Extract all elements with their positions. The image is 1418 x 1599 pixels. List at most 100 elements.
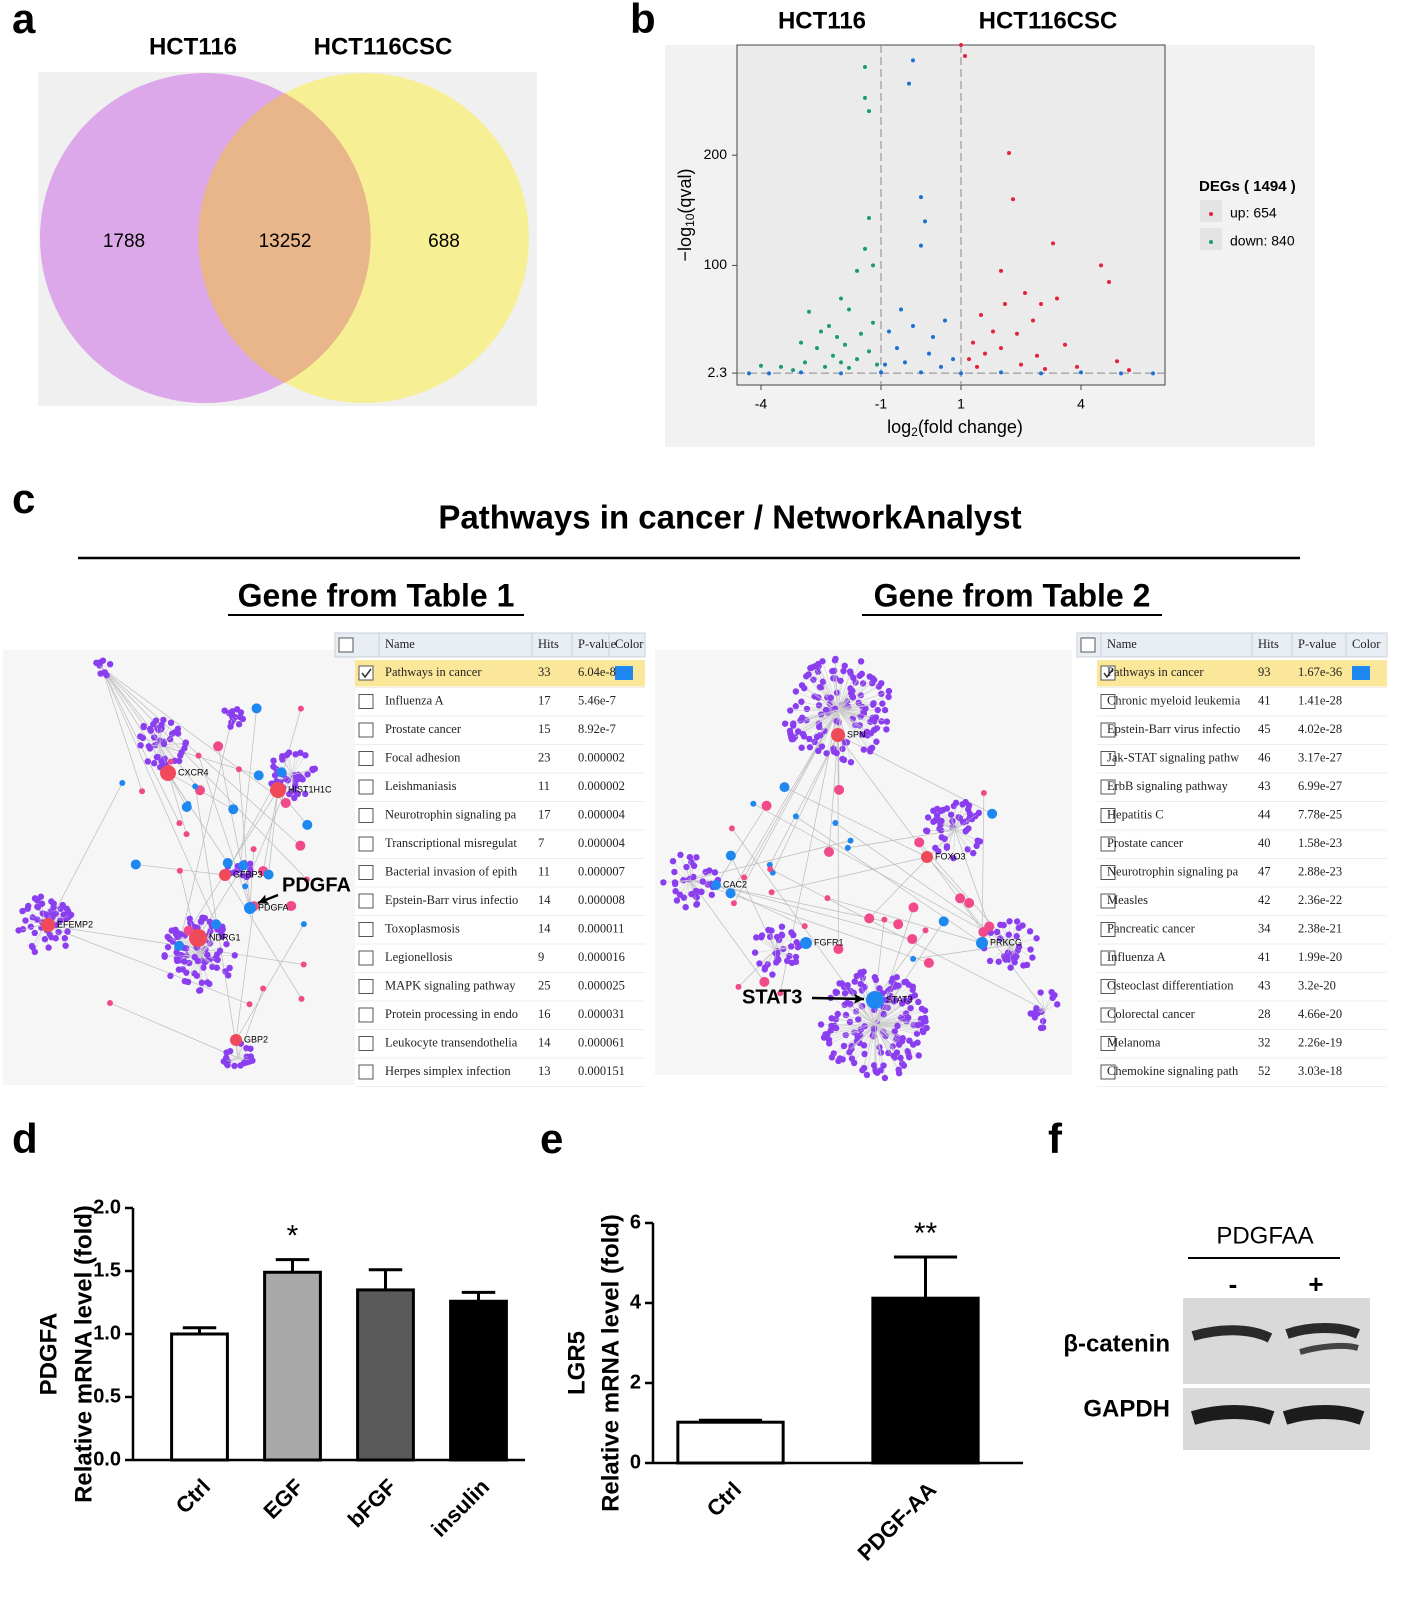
leaf-node [883, 726, 890, 733]
leaf-node [876, 985, 883, 992]
edge [101, 667, 143, 792]
leaf-node [943, 843, 951, 850]
point [839, 296, 843, 301]
leaf-node [158, 721, 165, 729]
edge [188, 789, 279, 931]
edge [831, 1018, 876, 1026]
leaf-node [950, 854, 957, 862]
table-row [1097, 973, 1387, 1000]
x-tick-label: 4 [1077, 396, 1085, 412]
table-cell: 0.000007 [578, 864, 625, 878]
leaf-node [214, 956, 221, 964]
row-checkbox[interactable] [358, 751, 374, 766]
point [863, 95, 867, 100]
row-checkbox[interactable] [358, 865, 374, 880]
node [238, 860, 249, 871]
row-checkbox[interactable] [1100, 865, 1116, 880]
leaf-node [55, 928, 62, 936]
table-cell: 8.92e-7 [578, 722, 616, 736]
leaf-node [270, 763, 277, 770]
row-checkbox[interactable] [1100, 665, 1116, 681]
leaf-node [915, 998, 922, 1006]
y-axis-label: PDGFA [35, 1313, 62, 1396]
edge [954, 829, 968, 850]
row-checkbox[interactable] [358, 893, 374, 909]
node [779, 782, 790, 793]
row-checkbox[interactable] [1100, 1007, 1116, 1023]
leaf-node [692, 887, 700, 895]
node [303, 876, 310, 883]
node [907, 934, 918, 945]
leaf-node [898, 1014, 905, 1021]
leaf-node [894, 1022, 901, 1030]
row-checkbox[interactable] [1100, 922, 1116, 937]
leaf-node [669, 857, 677, 865]
point [835, 335, 839, 340]
row-checkbox[interactable] [358, 1007, 374, 1023]
row-checkbox[interactable] [1100, 722, 1116, 738]
edge [983, 939, 1011, 946]
edge [18, 924, 46, 931]
row-checkbox[interactable] [358, 694, 374, 709]
check-mark [1103, 668, 1114, 679]
row-checkbox[interactable] [1100, 893, 1116, 909]
leaf-node [1015, 924, 1023, 932]
row-checkbox[interactable] [358, 979, 374, 994]
row-checkbox[interactable] [1100, 808, 1116, 823]
row-checkbox[interactable] [1100, 751, 1116, 766]
venn-count: 1788 [103, 231, 145, 252]
node [792, 813, 799, 820]
row-checkbox[interactable] [1100, 979, 1116, 994]
edge [795, 691, 839, 711]
row-checkbox[interactable] [1100, 779, 1116, 795]
row-checkbox[interactable] [358, 665, 374, 681]
edge [795, 816, 983, 944]
table-row [1097, 888, 1387, 915]
edge [874, 1024, 878, 1073]
node [893, 919, 904, 930]
leaf-node [906, 1037, 913, 1044]
leaf-node [1026, 928, 1034, 935]
row-checkbox[interactable] [358, 1036, 374, 1051]
table-cell: 0.000004 [578, 807, 626, 821]
point [999, 346, 1003, 351]
leaf-node [824, 1031, 831, 1038]
row-checkbox[interactable] [358, 950, 374, 966]
leaf-node [837, 677, 844, 684]
edge [289, 774, 293, 795]
row-checkbox[interactable] [358, 922, 374, 937]
leaf-node [213, 964, 221, 971]
point [759, 363, 763, 368]
leaf-node [1027, 946, 1034, 953]
row-checkbox[interactable] [358, 779, 374, 795]
row-checkbox[interactable] [358, 722, 374, 738]
y-axis-label-part: −log [675, 227, 695, 262]
row-checkbox[interactable] [358, 1064, 374, 1080]
table-cell: 32 [1258, 1035, 1271, 1049]
table-cell: 1.67e-36 [1298, 665, 1342, 679]
leaf-node [860, 1042, 868, 1049]
node [834, 784, 845, 795]
row-checkbox[interactable] [358, 808, 374, 823]
row-checkbox[interactable] [1100, 836, 1116, 852]
leaf-node [22, 917, 29, 924]
check-mark [361, 668, 372, 679]
node [286, 900, 297, 911]
leaf-node [181, 958, 188, 965]
point [747, 371, 751, 376]
leaf-node [831, 667, 838, 675]
leaf-node [885, 693, 892, 701]
row-checkbox[interactable] [1100, 1064, 1116, 1080]
row-checkbox[interactable] [358, 836, 374, 852]
row-checkbox[interactable] [1100, 950, 1116, 966]
header-checkbox[interactable] [338, 637, 354, 653]
edge [874, 1008, 923, 1026]
header-checkbox[interactable] [1080, 637, 1096, 653]
table-cell: Chronic myeloid leukemia [1107, 693, 1241, 707]
edge [989, 944, 1011, 962]
point [1007, 151, 1011, 156]
row-checkbox[interactable] [1100, 1036, 1116, 1051]
point [1099, 263, 1103, 268]
row-checkbox[interactable] [1100, 694, 1116, 709]
legend-title: DEGs ( 1494 ) [1199, 178, 1296, 195]
